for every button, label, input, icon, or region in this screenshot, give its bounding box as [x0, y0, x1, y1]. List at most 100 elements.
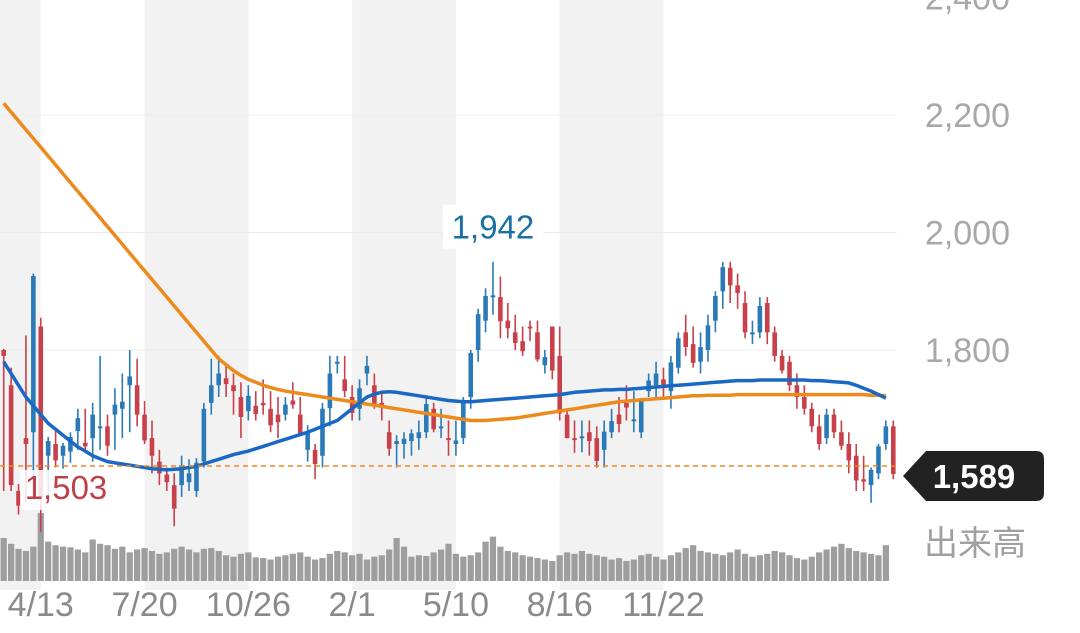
candle-body [831, 414, 837, 433]
volume-bar [386, 549, 393, 581]
candle-body [809, 408, 815, 427]
volume-bar [437, 549, 445, 581]
candle-body [238, 397, 244, 417]
candle-body [283, 404, 288, 415]
candle-body [45, 441, 51, 456]
y-tick-label: 2,400 [925, 0, 1010, 18]
candle-body [535, 332, 540, 360]
volume-bar [563, 552, 571, 581]
volume-bar [771, 550, 778, 581]
y-tick-label: 2,000 [925, 215, 1010, 253]
volume-bar [415, 555, 422, 581]
current-price-tag[interactable]: 1,589 [903, 450, 1044, 501]
candlestick [335, 355, 340, 374]
volume-bar [326, 553, 334, 581]
candle-body [312, 449, 318, 464]
candle-body [616, 414, 622, 425]
candle-body [853, 455, 859, 481]
candle-body [750, 332, 755, 335]
volume-bar [793, 558, 801, 581]
candlestick [409, 429, 414, 456]
high-label-bg [442, 204, 543, 249]
candle-body [260, 402, 266, 406]
volume-bar [519, 555, 526, 581]
candle-body [164, 474, 170, 483]
candle-body [594, 438, 600, 462]
candlestick [631, 391, 637, 433]
volume-bar [319, 558, 326, 581]
volume-bar [727, 552, 734, 581]
volume-bar [867, 553, 875, 581]
candlestick [157, 449, 162, 486]
volume-bar [267, 559, 274, 581]
candle-body [587, 432, 592, 442]
candlestick [727, 261, 733, 303]
candle-body [690, 344, 696, 363]
volume-bar [756, 555, 763, 581]
candlestick [216, 355, 221, 397]
candlestick [668, 355, 674, 409]
candlestick [720, 261, 726, 309]
candlestick [824, 408, 829, 444]
volume-bar [838, 543, 845, 581]
candle-body [105, 426, 110, 446]
period-band [352, 0, 456, 590]
candlestick [572, 420, 577, 453]
volume-bar [341, 552, 348, 581]
volume-bar [489, 536, 497, 581]
candle-body [120, 401, 125, 409]
candlestick [423, 397, 429, 439]
volume-bar [8, 543, 15, 581]
x-tick-label: 11/22 [622, 586, 705, 624]
candle-body [142, 414, 147, 441]
x-tick-label: 5/10 [423, 586, 489, 624]
candlestick [653, 361, 659, 397]
volume-bar [823, 549, 830, 581]
volume-bar [222, 555, 230, 581]
candlestick [498, 276, 503, 339]
volume-bar [230, 556, 237, 581]
volume-label: 出来高 [924, 524, 1026, 564]
candle-body [698, 347, 703, 362]
volume-bar [89, 539, 96, 581]
volume-bar [297, 552, 304, 581]
x-axis-labels: 4/13 7/20 10/26 2/1 5/10 8/16 11/22 [8, 586, 705, 624]
candlestick [127, 350, 133, 433]
candle-body [216, 373, 221, 386]
volume-bar [245, 552, 252, 581]
candle-body [179, 465, 184, 486]
candle-body [683, 332, 689, 348]
candle-body [876, 446, 881, 474]
y-axis-labels: 2,400 2,200 2,000 1,800 [925, 0, 1010, 370]
candlestick [705, 314, 711, 362]
candle-body [727, 267, 733, 286]
candlestick [253, 391, 259, 421]
volume-bar [638, 555, 645, 581]
x-tick-label: 2/1 [328, 586, 375, 624]
moving-averages [2, 102, 887, 472]
candle-body [416, 432, 422, 439]
volume-bar [171, 548, 178, 581]
candlestick [483, 288, 488, 333]
candle-body [379, 402, 385, 405]
volume-bar [697, 550, 704, 581]
candle-body [638, 398, 644, 433]
candlestick [646, 373, 651, 397]
candle-body [646, 380, 651, 392]
volume-bar [482, 541, 489, 581]
volume-bar [356, 553, 363, 581]
candle-body [609, 421, 614, 433]
volume-bar [845, 548, 852, 581]
y-tick-label: 2,200 [925, 97, 1010, 135]
volume-bar [59, 546, 67, 581]
volume-bar [119, 546, 126, 581]
volume-bar [371, 556, 378, 581]
candle-body [490, 295, 496, 298]
candlestick [312, 444, 318, 480]
volume-bar [30, 546, 37, 581]
candlestick [839, 420, 844, 450]
volume-bar [601, 556, 608, 581]
candlestick [134, 358, 140, 427]
candle-body [149, 438, 155, 456]
current-price-value: 1,589 [933, 458, 1016, 495]
